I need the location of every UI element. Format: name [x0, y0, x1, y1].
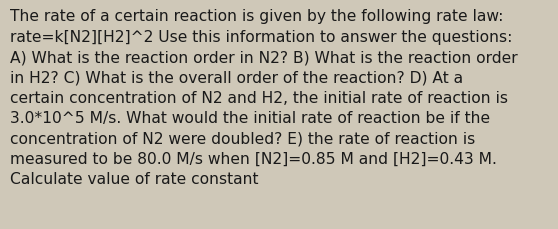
Text: The rate of a certain reaction is given by the following rate law:
rate=k[N2][H2: The rate of a certain reaction is given … [10, 9, 518, 187]
